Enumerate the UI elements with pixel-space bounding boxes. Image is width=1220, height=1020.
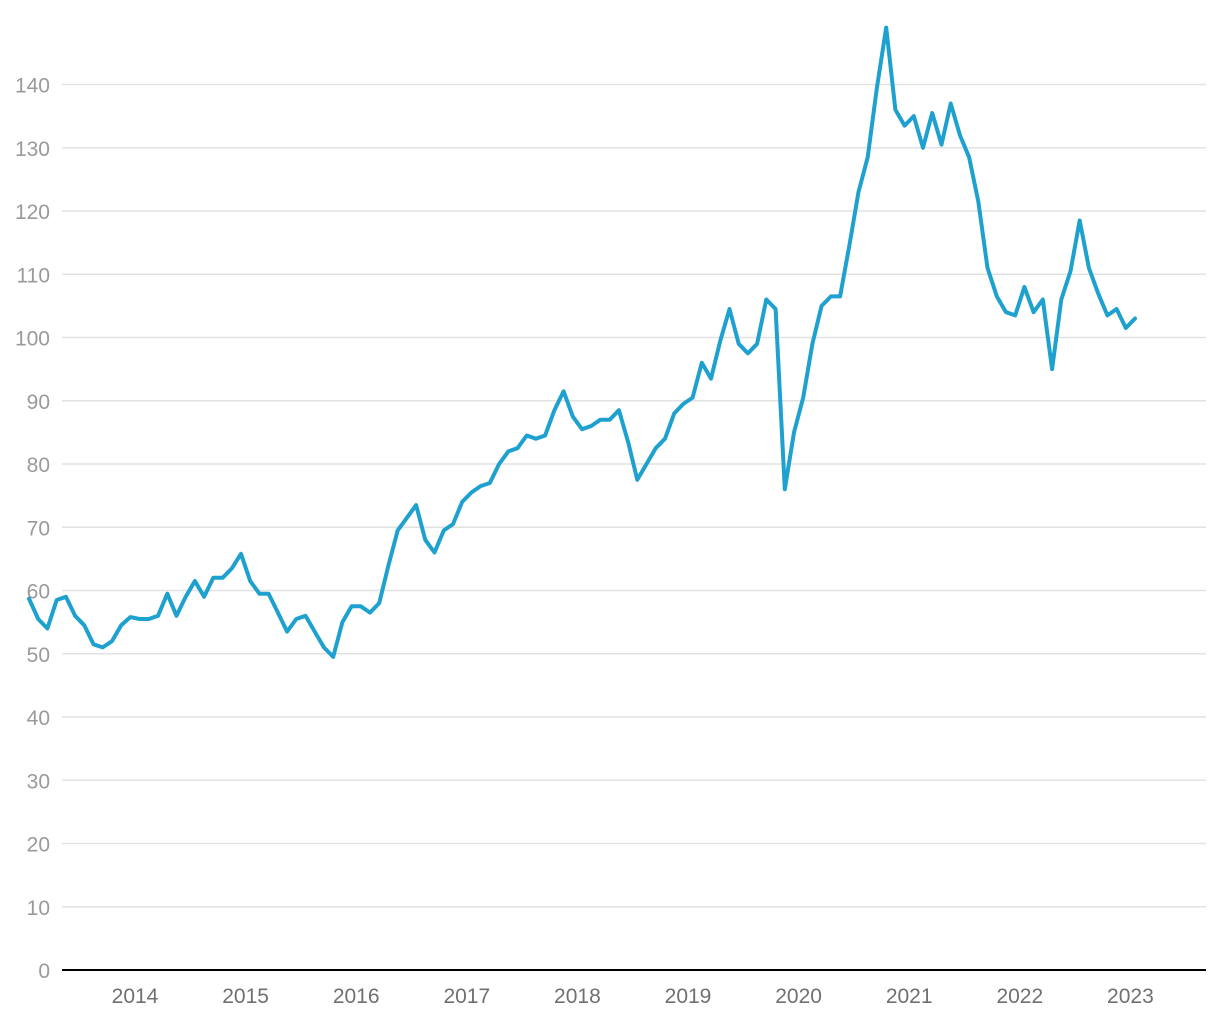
y-tick-label: 130 [15,138,50,161]
x-axis-tick-labels: 2014 2015 2016 2017 2018 2019 2020 2021 2022 2023 [112,985,1154,1008]
x-tick-label: 2018 [554,985,601,1008]
y-tick-label: 140 [15,75,50,98]
x-tick-label: 2017 [443,985,490,1008]
x-tick-label: 2019 [665,985,712,1008]
x-tick-label: 2023 [1107,985,1154,1008]
y-tick-label: 120 [15,201,50,224]
y-tick-label: 10 [27,897,50,920]
series-line [27,25,1137,659]
y-tick-label: 60 [27,581,50,604]
y-tick-label: 100 [15,328,50,351]
y-axis-tick-labels: 0 10 20 30 40 50 60 70 80 90 100 110 120 130 140 [15,75,50,984]
y-tick-label: 90 [27,391,50,414]
y-tick-label: 110 [17,264,50,287]
y-tick-label: 20 [27,834,50,857]
x-tick-label: 2014 [112,985,159,1008]
x-tick-label: 2016 [333,985,380,1008]
x-tick-label: 2022 [996,985,1043,1008]
y-tick-label: 70 [27,517,50,540]
x-tick-label: 2015 [222,985,269,1008]
y-tick-label: 50 [27,644,50,667]
y-tick-label: 80 [27,454,50,477]
y-tick-label: 30 [27,770,50,793]
series-layer [27,25,1137,659]
y-tick-label: 0 [38,960,50,983]
y-tick-label: 40 [27,707,50,730]
gridlines [62,83,1206,908]
x-tick-label: 2021 [886,985,933,1008]
x-tick-label: 2020 [775,985,822,1008]
